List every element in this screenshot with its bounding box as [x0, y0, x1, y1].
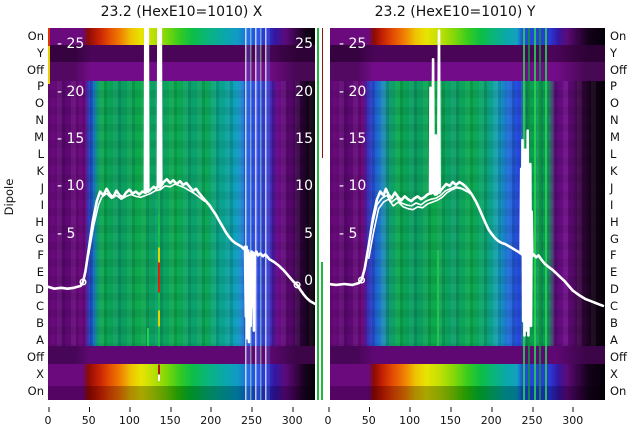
marker-line: [158, 128, 160, 381]
row-label: K: [36, 163, 44, 178]
row-label: F: [610, 248, 617, 263]
panel-y-title: 23.2 (HexE10=1010) Y: [374, 4, 536, 20]
purple-band-top: [48, 45, 315, 81]
row-label: A: [36, 333, 44, 348]
row-label: X: [610, 366, 618, 381]
row-label: C: [610, 299, 619, 314]
x-axis-ticks-x-panel: 0 50 100 150 200 250 300: [45, 400, 315, 434]
row-label: H: [610, 214, 619, 229]
overlay-curve-y: [330, 29, 605, 337]
row-label: C: [35, 299, 44, 314]
x-tick-label: 250: [241, 400, 262, 427]
row-label: G: [610, 231, 619, 246]
x-tick-label: 300: [562, 400, 583, 427]
row-label: B: [610, 316, 618, 331]
row-label: Y: [610, 45, 618, 60]
row-label: H: [35, 214, 44, 229]
row-label: On: [27, 28, 44, 43]
heatmap-panel-y: - 25- 20- 15- 10- 5: [330, 28, 605, 400]
row-label: F: [37, 248, 44, 263]
row-label: Off: [610, 349, 627, 364]
row-label: On: [610, 383, 627, 398]
row-label: L: [37, 147, 44, 162]
x-axis-ticks-y-panel: 0 50 100 150 200 250 300: [325, 400, 605, 434]
row-label: Off: [27, 62, 44, 77]
row-label: O: [34, 96, 44, 111]
row-label: K: [610, 163, 618, 178]
x-tick-label: 50: [82, 400, 96, 427]
row-label: M: [610, 130, 620, 145]
row-label: E: [36, 265, 44, 280]
row-label: O: [610, 96, 620, 111]
row-labels-right: On Y Off P O N M L K J I H G F E D C B A Off X On: [610, 28, 640, 400]
row-label: E: [610, 265, 618, 280]
purple-band-top: [330, 45, 605, 81]
row-label: I: [610, 197, 614, 212]
panel-x-title: 23.2 (HexE10=1010) X: [100, 4, 263, 20]
gap-line-red: [321, 28, 323, 158]
marker-tick: [147, 328, 149, 346]
x-tick-label: 150: [440, 400, 461, 427]
row-label: D: [35, 282, 44, 297]
row-label: I: [40, 197, 44, 212]
x-tick-label: 200: [200, 400, 221, 427]
row-labels-left: On Y Off P O N M L K J I H G F E D C B A Off X On: [0, 28, 44, 400]
x-tick-label: 300: [282, 400, 303, 427]
row-label: P: [610, 79, 617, 94]
x-tick-label: 100: [399, 400, 420, 427]
marker-line: [437, 250, 439, 346]
row-label: Y: [36, 45, 44, 60]
heatmap-panel-x: - 25- 20- 15- 10- 5 25 20 15 10 5 0: [48, 28, 315, 400]
row-label: N: [610, 113, 619, 128]
row-label: A: [610, 333, 618, 348]
x-tick-label: 150: [160, 400, 181, 427]
heatmap-body-x: [48, 81, 315, 346]
row-label: J: [610, 180, 614, 195]
row-label: Off: [610, 62, 627, 77]
row-label: On: [27, 383, 44, 398]
gap-line-green-bottom: [321, 262, 323, 400]
left-edge-line: [48, 28, 50, 84]
x-tick-label: 0: [325, 400, 332, 427]
row-label: J: [40, 180, 44, 195]
x-tick-label: 50: [362, 400, 376, 427]
row-label: P: [37, 79, 44, 94]
row-label: D: [610, 282, 619, 297]
x-tick-label: 250: [522, 400, 543, 427]
x-tick-label: 100: [119, 400, 140, 427]
row-label: B: [36, 316, 44, 331]
row-label: L: [610, 147, 617, 162]
gap-line-green: [317, 28, 319, 400]
row-label: M: [34, 130, 44, 145]
overlay-curve-x: [48, 28, 315, 344]
x-tick-label: 200: [481, 400, 502, 427]
row-label: X: [36, 366, 44, 381]
row-label: N: [35, 113, 44, 128]
x-tick-label: 0: [45, 400, 52, 427]
row-label: On: [610, 28, 627, 43]
row-label: G: [35, 231, 44, 246]
row-label: Off: [27, 349, 44, 364]
heatmap-body-y: [330, 81, 605, 346]
